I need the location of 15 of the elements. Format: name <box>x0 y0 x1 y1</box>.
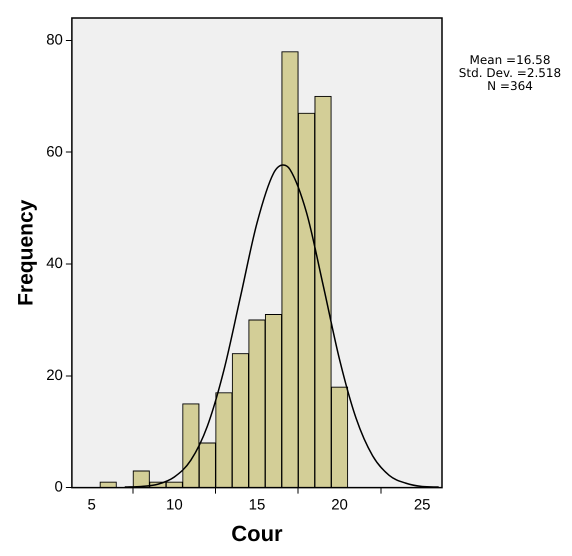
y-tick-label: 0 <box>54 478 63 496</box>
x-tick-label: 5 <box>88 496 96 514</box>
x-axis-title: Cour <box>231 520 284 546</box>
text: Std. Dev. =2.518 <box>458 66 562 80</box>
x-tick-label: 15 <box>248 496 266 514</box>
y-tick-label: 80 <box>46 32 63 49</box>
x-tick-label: 10 <box>166 496 183 514</box>
text: Mean =16.58 <box>468 53 552 67</box>
text: N =364 <box>486 79 534 93</box>
y-tick-label: 60 <box>46 143 63 160</box>
x-tick-label: 25 <box>414 496 431 514</box>
y-axis-title: Frequency <box>14 199 38 306</box>
y-tick-label: 20 <box>46 366 63 384</box>
x-tick-label: 20 <box>331 496 348 514</box>
y-tick-label: 40 <box>46 255 63 272</box>
